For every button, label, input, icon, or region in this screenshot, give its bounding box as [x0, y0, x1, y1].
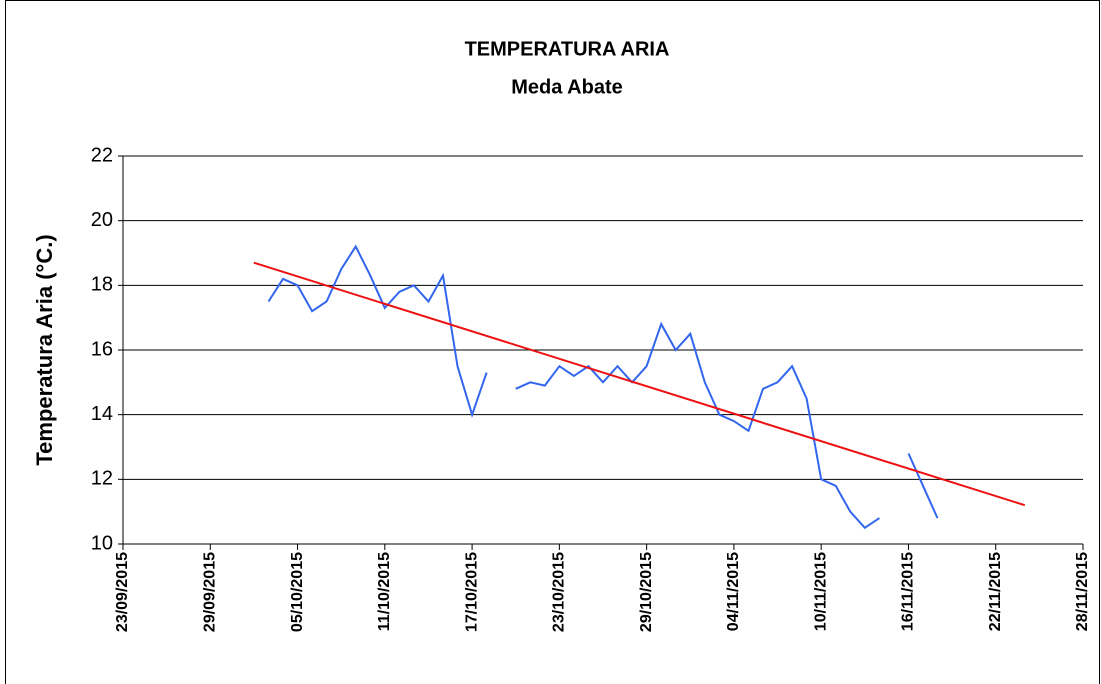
x-tick-label: 17/10/2015 [463, 552, 480, 632]
y-tick-label: 16 [91, 338, 113, 360]
x-tick-label: 04/11/2015 [725, 552, 742, 631]
x-tick-label: 28/11/2015 [1074, 552, 1091, 631]
chart-border [5, 0, 1100, 684]
y-axis-label: Temperatura Aria (°C.) [32, 234, 57, 465]
y-tick-label: 20 [91, 209, 113, 231]
chart-subtitle: Meda Abate [511, 76, 623, 98]
y-tick-label: 22 [91, 144, 113, 166]
y-tick-label: 10 [91, 532, 113, 554]
trend-line [253, 261, 1026, 507]
y-tick-label: 14 [91, 403, 113, 425]
x-tick-label: 10/11/2015 [812, 552, 829, 631]
x-tick-label: 29/10/2015 [638, 552, 655, 632]
x-tick-label: 22/11/2015 [987, 552, 1004, 631]
x-tick-label: 11/10/2015 [376, 552, 393, 631]
x-tick-label: 16/11/2015 [900, 552, 917, 631]
y-tick-label: 12 [91, 468, 113, 490]
x-tick-label: 29/09/2015 [201, 552, 218, 632]
x-tick-label: 23/09/2015 [114, 552, 131, 632]
x-tick-label: 23/10/2015 [551, 552, 568, 632]
y-tick-label: 18 [91, 274, 113, 296]
chart-title: TEMPERATURA ARIA [465, 38, 670, 60]
x-tick-label: 05/10/2015 [289, 552, 306, 632]
